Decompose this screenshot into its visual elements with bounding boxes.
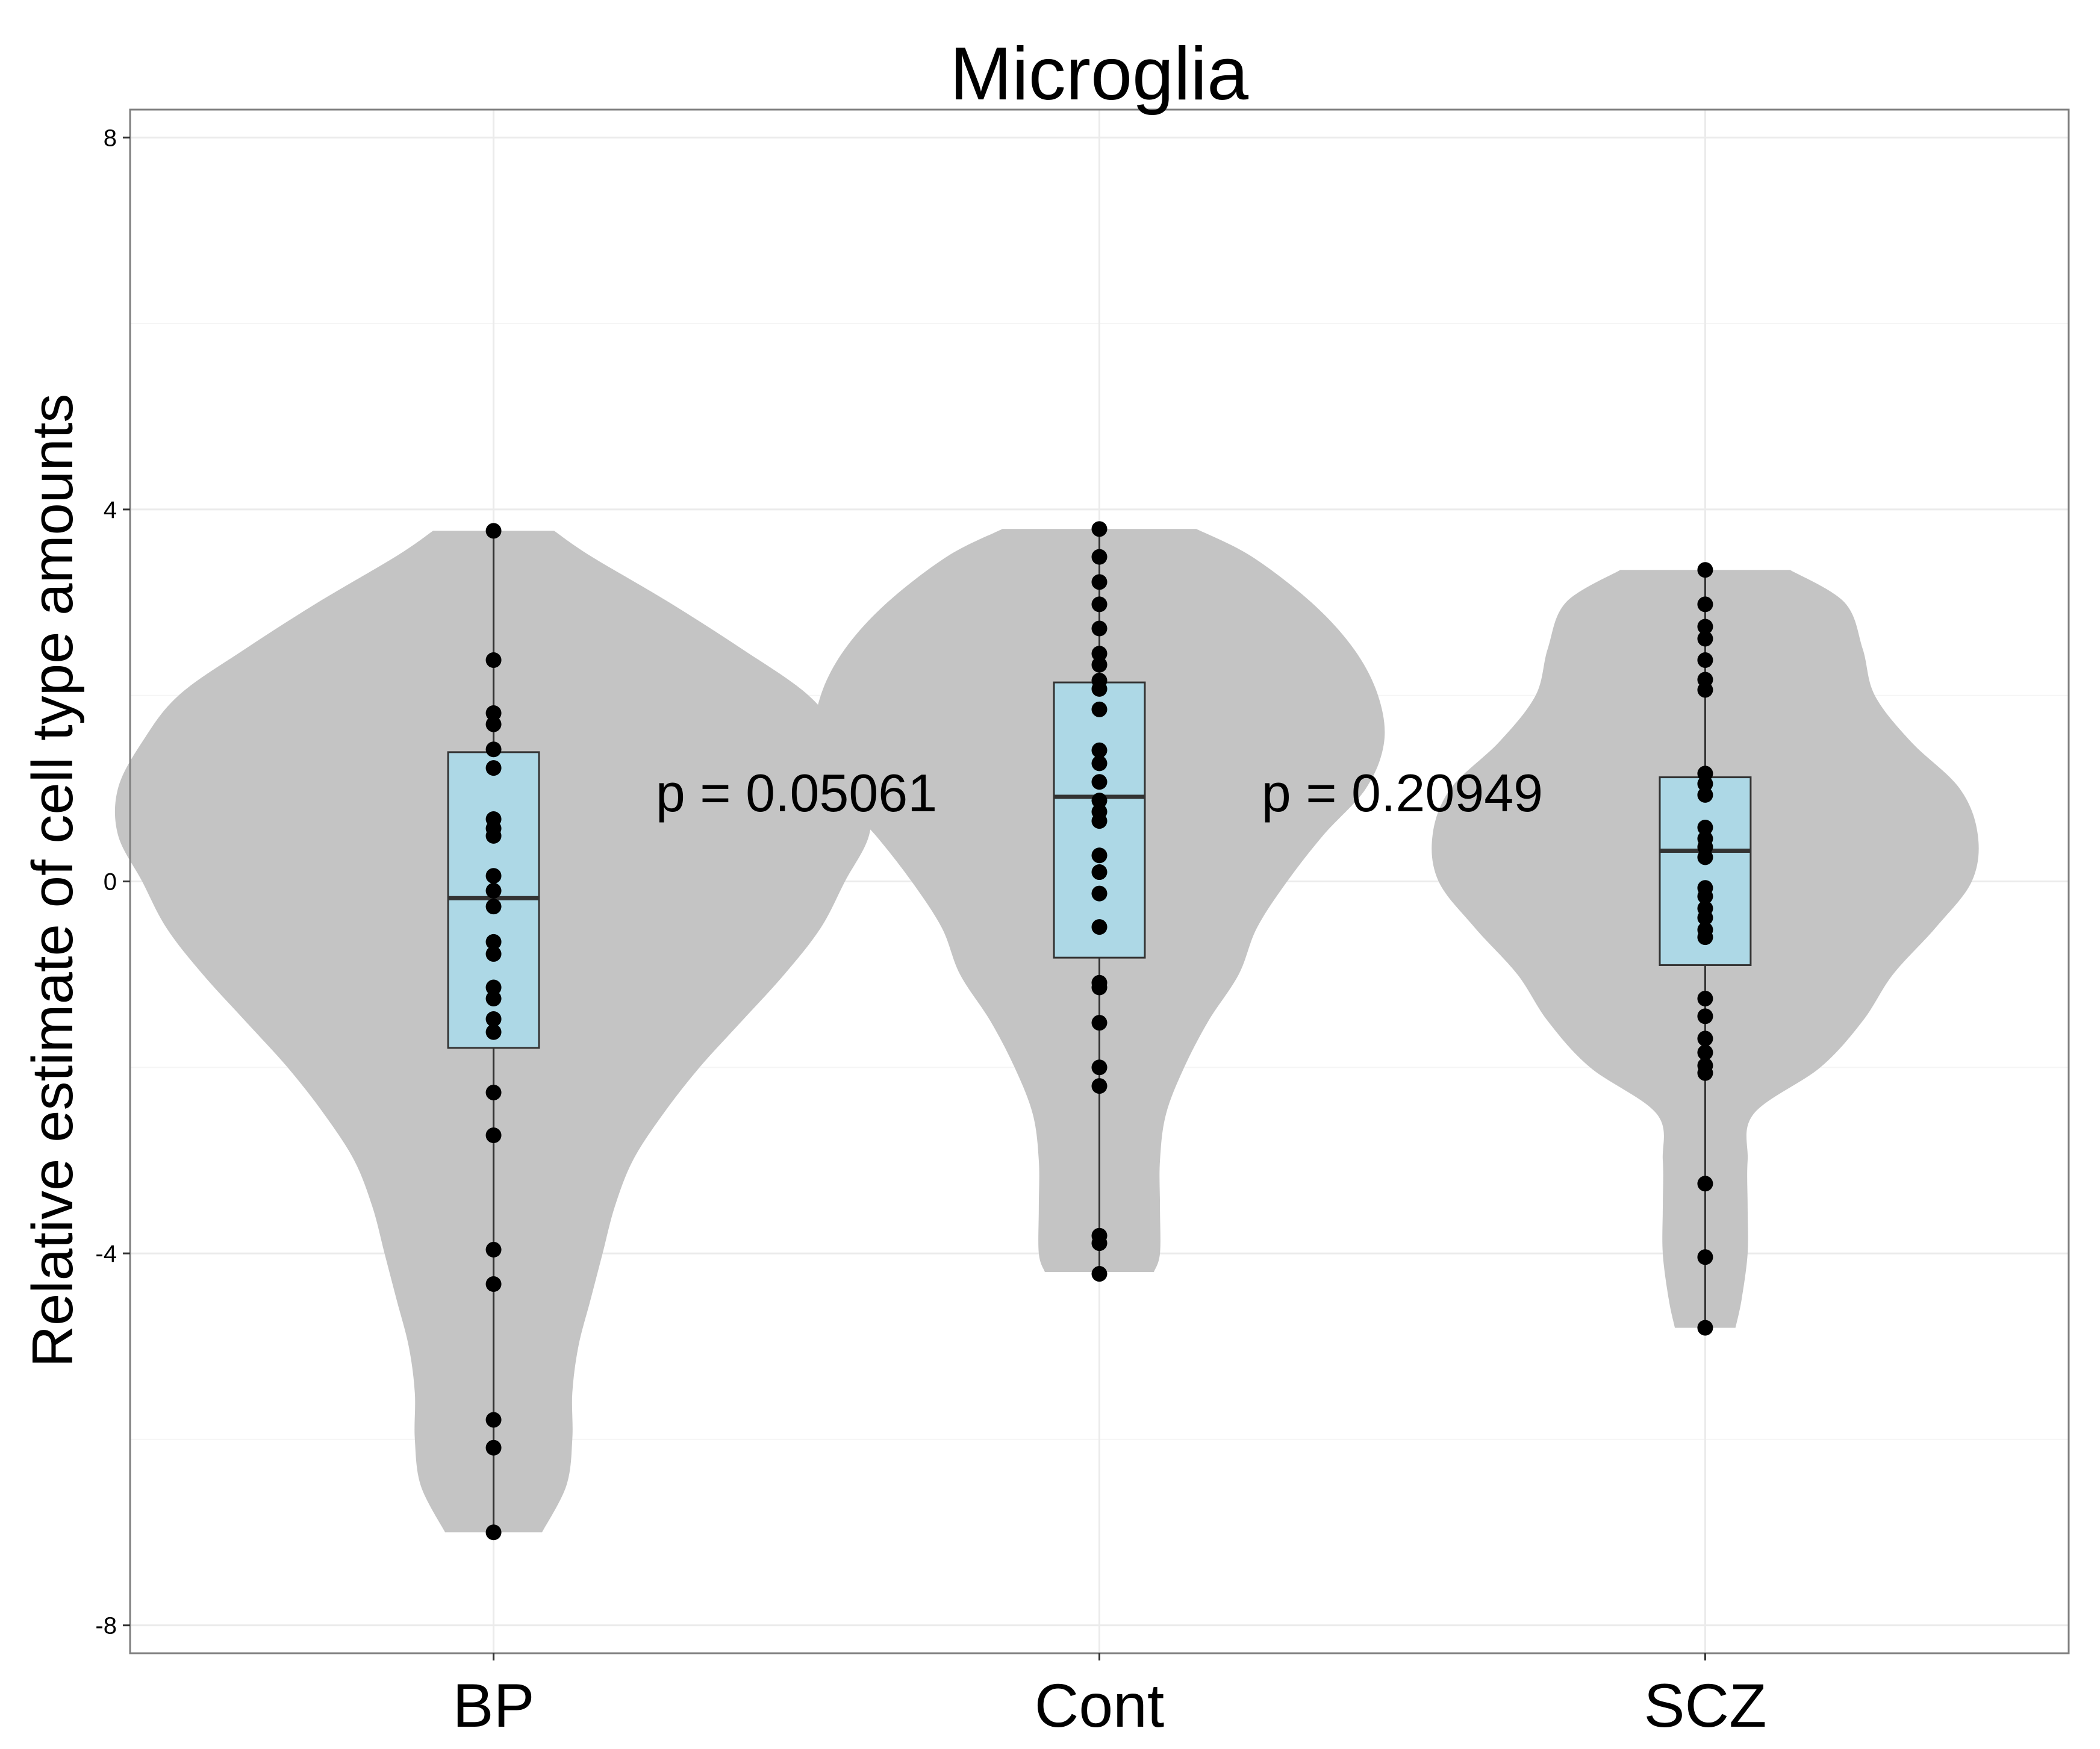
data-point-bp bbox=[485, 741, 502, 758]
data-point-cont bbox=[1091, 1078, 1108, 1094]
data-point-cont bbox=[1091, 681, 1108, 697]
data-point-bp bbox=[485, 1011, 502, 1027]
data-point-scz bbox=[1697, 776, 1713, 792]
data-point-bp bbox=[485, 979, 502, 996]
axes: BP Cont SCZ 8 4 0 -4 -8 bbox=[95, 125, 1766, 1740]
data-point-cont bbox=[1091, 646, 1108, 662]
y-tick-label: -4 bbox=[95, 1241, 117, 1267]
data-points bbox=[485, 521, 1713, 1541]
data-point-scz bbox=[1697, 849, 1713, 865]
data-point-bp bbox=[485, 716, 502, 732]
data-point-cont bbox=[1091, 847, 1108, 864]
data-point-bp bbox=[485, 1412, 502, 1428]
data-point-cont bbox=[1091, 793, 1108, 809]
data-point-bp bbox=[485, 1439, 502, 1456]
data-point-cont bbox=[1091, 1235, 1108, 1252]
data-point-cont bbox=[1091, 656, 1108, 673]
data-point-cont bbox=[1091, 596, 1108, 613]
data-point-cont bbox=[1091, 549, 1108, 565]
annotations: p = 0.05061 p = 0.20949 bbox=[656, 763, 1543, 823]
data-point-cont bbox=[1091, 1015, 1108, 1031]
data-point-bp bbox=[485, 1127, 502, 1144]
y-tick-label: 8 bbox=[104, 125, 117, 151]
data-point-scz bbox=[1697, 682, 1713, 698]
chart-title: Microglia bbox=[950, 33, 1248, 116]
data-point-bp bbox=[485, 868, 502, 884]
data-point-cont bbox=[1091, 620, 1108, 637]
data-point-scz bbox=[1697, 929, 1713, 946]
data-point-bp bbox=[485, 934, 502, 950]
data-point-bp bbox=[485, 1276, 502, 1292]
x-tick-label-bp: BP bbox=[453, 1671, 535, 1740]
data-point-bp bbox=[485, 760, 502, 776]
y-tick-label: 4 bbox=[104, 497, 117, 523]
data-point-scz bbox=[1697, 1249, 1713, 1265]
data-point-scz bbox=[1697, 631, 1713, 647]
data-point-scz bbox=[1697, 787, 1713, 803]
x-tick-label-cont: Cont bbox=[1035, 1671, 1164, 1740]
data-point-bp bbox=[485, 1084, 502, 1100]
data-point-bp bbox=[485, 1241, 502, 1258]
data-point-bp bbox=[485, 899, 502, 915]
data-point-scz bbox=[1697, 652, 1713, 669]
data-point-cont bbox=[1091, 521, 1108, 537]
data-point-scz bbox=[1697, 1008, 1713, 1024]
data-point-scz bbox=[1697, 888, 1713, 905]
data-point-scz bbox=[1697, 596, 1713, 613]
data-point-scz bbox=[1697, 1065, 1713, 1081]
data-point-bp bbox=[485, 828, 502, 844]
data-point-cont bbox=[1091, 979, 1108, 996]
x-tick-label-scz: SCZ bbox=[1644, 1671, 1766, 1740]
data-point-bp bbox=[485, 991, 502, 1007]
data-point-cont bbox=[1091, 813, 1108, 829]
data-point-bp bbox=[485, 705, 502, 722]
data-point-scz bbox=[1697, 562, 1713, 578]
data-point-cont bbox=[1091, 1059, 1108, 1076]
y-tick-label: -8 bbox=[95, 1613, 117, 1639]
data-point-bp bbox=[485, 946, 502, 962]
data-point-cont bbox=[1091, 574, 1108, 590]
y-tick-label: 0 bbox=[104, 869, 117, 896]
data-point-cont bbox=[1091, 774, 1108, 790]
p-value-annotation: p = 0.05061 bbox=[656, 763, 937, 823]
data-point-scz bbox=[1697, 1044, 1713, 1061]
data-point-bp bbox=[485, 882, 502, 899]
data-point-scz bbox=[1697, 1320, 1713, 1336]
data-point-cont bbox=[1091, 701, 1108, 717]
data-point-cont bbox=[1091, 919, 1108, 935]
y-axis-label: Relative estimate of cell type amounts bbox=[20, 394, 85, 1368]
p-value-annotation: p = 0.20949 bbox=[1262, 763, 1543, 823]
data-point-scz bbox=[1697, 619, 1713, 635]
data-point-bp bbox=[485, 523, 502, 539]
data-point-scz bbox=[1697, 1176, 1713, 1192]
data-point-cont bbox=[1091, 864, 1108, 881]
data-point-scz bbox=[1697, 819, 1713, 835]
data-point-scz bbox=[1697, 909, 1713, 926]
data-point-cont bbox=[1091, 885, 1108, 902]
data-point-scz bbox=[1697, 1030, 1713, 1047]
data-point-scz bbox=[1697, 991, 1713, 1007]
data-point-bp bbox=[485, 1524, 502, 1541]
data-point-bp bbox=[485, 1024, 502, 1040]
data-point-cont bbox=[1091, 755, 1108, 772]
data-point-cont bbox=[1091, 1266, 1108, 1282]
data-point-cont bbox=[1091, 742, 1108, 758]
data-point-bp bbox=[485, 652, 502, 669]
